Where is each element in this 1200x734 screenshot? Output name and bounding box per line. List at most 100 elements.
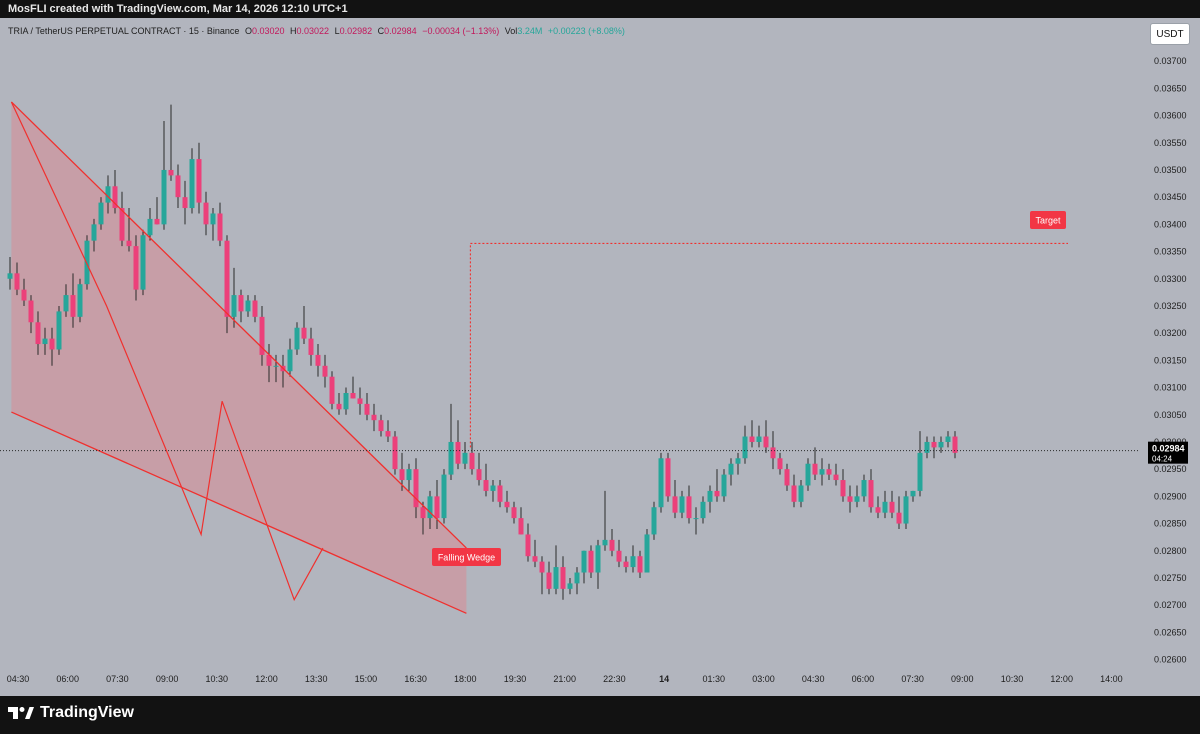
tradingview-logo[interactable]: TradingView xyxy=(8,704,134,722)
candle-up xyxy=(231,295,237,317)
candle-down xyxy=(840,480,846,497)
candle-down xyxy=(371,414,377,421)
time-tick-label: 01:30 xyxy=(703,674,726,684)
candle-up xyxy=(693,518,699,520)
candle-down xyxy=(532,556,538,562)
price-tick-label: 0.03500 xyxy=(1154,165,1187,175)
target-label-bg xyxy=(1030,211,1066,229)
target-projection-line xyxy=(469,242,1068,448)
ohlc-legend: TRIA / TetherUS PERPETUAL CONTRACT · 15 … xyxy=(8,26,628,36)
candle-up xyxy=(63,295,69,312)
candle-down xyxy=(70,295,76,317)
candle-up xyxy=(938,441,944,448)
candle-up xyxy=(819,469,825,475)
candle-up xyxy=(553,567,559,589)
wedge-lower-line xyxy=(11,411,467,614)
candle-down xyxy=(252,300,258,317)
candle-up xyxy=(805,463,811,486)
candle-down xyxy=(560,567,566,589)
price-tick-label: 0.02950 xyxy=(1154,464,1187,474)
time-tick-label: 19:30 xyxy=(504,674,527,684)
candle-up xyxy=(42,338,48,345)
time-tick-label: 12:00 xyxy=(1050,674,1073,684)
candle-up xyxy=(602,539,608,546)
low-value: L0.02982 xyxy=(334,26,373,36)
candle-down xyxy=(931,441,937,448)
price-tick-label: 0.03050 xyxy=(1154,410,1187,420)
candle-up xyxy=(630,556,636,568)
candle-up xyxy=(798,485,804,502)
candle-down xyxy=(588,550,594,573)
candle-up xyxy=(84,240,90,285)
candle-down xyxy=(672,496,678,513)
candle-up xyxy=(147,218,153,236)
candle-down xyxy=(259,316,265,355)
candle-up xyxy=(728,463,734,475)
time-tick-label: 10:30 xyxy=(206,674,229,684)
candle-down xyxy=(777,458,783,470)
time-tick-label: 06:00 xyxy=(56,674,79,684)
candle-down xyxy=(315,354,321,366)
wedge-fill xyxy=(11,101,467,614)
candle-up xyxy=(679,496,685,513)
price-tick-label: 0.03650 xyxy=(1154,83,1187,93)
falling-wedge-label: Falling Wedge xyxy=(438,553,495,563)
time-tick-label: 12:00 xyxy=(255,674,278,684)
candle-down xyxy=(826,469,832,475)
price-tick-label: 0.02600 xyxy=(1154,655,1187,665)
candle-down xyxy=(175,175,181,198)
candle-up xyxy=(924,441,930,453)
candle-down xyxy=(469,452,475,470)
creator-credit: MosFLI created with TradingView.com, Mar… xyxy=(8,3,348,15)
candle-up xyxy=(273,365,279,367)
candle-up xyxy=(161,169,167,225)
candle-up xyxy=(140,235,146,290)
candle-up xyxy=(917,452,923,491)
candle-up xyxy=(343,393,349,410)
current-price-value: 0.02984 xyxy=(1152,444,1185,454)
candle-up xyxy=(91,224,97,241)
candle-up xyxy=(567,583,573,589)
candle-down xyxy=(126,240,132,247)
candle-down xyxy=(476,469,482,481)
candle-down xyxy=(168,169,174,176)
candle-down xyxy=(749,436,755,442)
candle-down xyxy=(896,512,902,524)
candle-up xyxy=(903,496,909,524)
candle-down xyxy=(217,213,223,241)
time-tick-label: 09:00 xyxy=(156,674,179,684)
candle-down xyxy=(952,436,958,453)
price-tick-label: 0.03700 xyxy=(1154,56,1187,66)
symbol-name[interactable]: TRIA / TetherUS PERPETUAL CONTRACT · 15 … xyxy=(8,26,240,36)
volume-change: +0.00223 (+8.08%) xyxy=(547,26,625,36)
time-tick-label: 16:30 xyxy=(404,674,427,684)
candle-down xyxy=(224,240,230,317)
price-tick-label: 0.03300 xyxy=(1154,274,1187,284)
price-tick-label: 0.03200 xyxy=(1154,328,1187,338)
candle-down xyxy=(182,197,188,209)
candle-down xyxy=(308,338,314,355)
time-tick-label: 09:00 xyxy=(951,674,974,684)
candle-up xyxy=(210,213,216,225)
candlestick-chart[interactable]: 0.03700 0.03650 0.03600 0.03550 0.03500 0.034… xyxy=(0,18,1200,696)
candle-down xyxy=(889,501,895,513)
wedge-zigzag xyxy=(10,101,324,602)
candle-up xyxy=(441,474,447,519)
candle-down xyxy=(434,496,440,519)
candle-down xyxy=(763,436,769,448)
candle-down xyxy=(392,436,398,470)
time-tick-label: 15:00 xyxy=(355,674,378,684)
candle-up xyxy=(406,469,412,481)
price-tick-label: 0.02900 xyxy=(1154,491,1187,501)
candle-up xyxy=(287,349,293,372)
time-tick-label: 07:30 xyxy=(901,674,924,684)
candle-down xyxy=(833,474,839,481)
candle-up xyxy=(756,436,762,442)
time-tick-label: 06:00 xyxy=(852,674,875,684)
candle-down xyxy=(637,556,643,573)
currency-button[interactable]: USDT xyxy=(1150,23,1190,45)
candle-down xyxy=(35,322,41,345)
falling-wedge-label-bg xyxy=(432,548,501,566)
time-tick-label: 04:30 xyxy=(802,674,825,684)
candle-down xyxy=(847,496,853,502)
